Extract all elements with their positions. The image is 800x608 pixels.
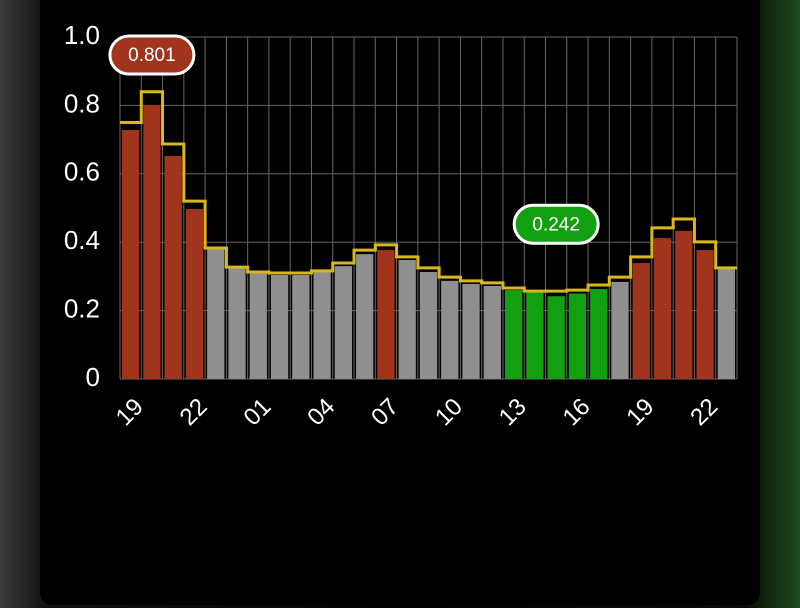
bar <box>228 267 246 379</box>
x-tick-label: 13 <box>494 393 532 431</box>
bar <box>504 290 523 379</box>
bar <box>122 130 140 379</box>
x-tick-label: 10 <box>430 393 468 431</box>
bar <box>568 293 587 379</box>
value-label-box <box>108 34 196 76</box>
x-tick-label: 07 <box>366 393 404 431</box>
y-tick-label: 0.8 <box>64 88 100 118</box>
bar <box>675 230 693 379</box>
bar <box>483 285 501 379</box>
x-tick-label: 19 <box>111 393 149 431</box>
bar <box>590 289 608 379</box>
bar <box>462 283 480 379</box>
bar <box>653 238 672 379</box>
bar <box>547 296 565 379</box>
x-tick-label: 16 <box>558 393 596 431</box>
bar <box>270 275 289 379</box>
bar <box>207 249 225 379</box>
x-tick-label: 22 <box>685 393 723 431</box>
bar <box>334 266 353 379</box>
x-tick-label: 01 <box>238 393 276 431</box>
bar <box>441 280 459 379</box>
bar <box>185 209 204 379</box>
y-tick-label: 0.4 <box>64 225 100 255</box>
x-tick-label: 22 <box>175 393 213 431</box>
x-tick-label: 04 <box>302 393 340 431</box>
bar <box>419 271 438 379</box>
bar <box>377 250 395 379</box>
bar <box>696 250 714 379</box>
value-label: 0.801 <box>128 45 176 66</box>
y-tick-label: 0 <box>86 362 100 392</box>
y-tick-label: 1.0 <box>64 20 100 50</box>
bar <box>398 259 416 379</box>
bar <box>249 272 267 379</box>
y-tick-label: 0.2 <box>64 293 100 323</box>
bar <box>143 105 161 380</box>
value-label-box <box>512 203 600 245</box>
bar <box>164 156 182 379</box>
bar <box>717 267 735 379</box>
y-tick-label: 0.6 <box>64 157 100 187</box>
bar <box>313 271 331 379</box>
x-tick-label: 19 <box>621 393 659 431</box>
bar <box>526 292 544 379</box>
bar <box>356 254 374 379</box>
value-label: 0.242 <box>532 214 580 235</box>
bar <box>611 281 629 379</box>
bar <box>292 275 310 379</box>
bar <box>632 263 650 379</box>
